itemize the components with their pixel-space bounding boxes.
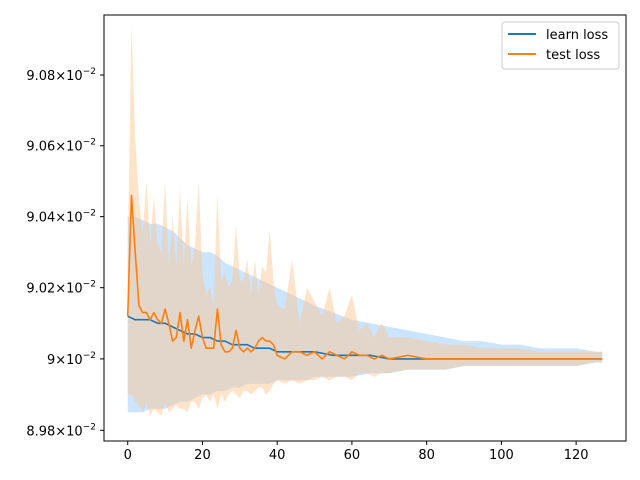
x-tick-label: 0 [124,448,132,463]
y-tick-label: 9.04×10−2 [26,209,96,226]
y-tick-label: 9.06×10−2 [26,138,96,155]
y-axis: 8.98×10−2 9×10−2 9.02×10−2 9.04×10−2 9.06×10… [26,67,104,439]
x-tick-label: 100 [489,448,514,463]
y-tick-label: 9×10−2 [47,351,96,368]
series-lines [126,194,603,360]
y-tick-label: 9.08×10−2 [26,67,96,84]
x-tick-label: 40 [269,448,286,463]
y-tick-label: 9.02×10−2 [26,280,96,297]
line-series-1 [126,194,603,360]
confidence-bands [127,25,603,416]
legend-label-0: learn loss [546,28,608,43]
x-tick-label: 80 [418,448,435,463]
band-series-0 [127,216,603,413]
y-tick-label: 8.98×10−2 [26,422,96,439]
band-series-1 [127,25,603,416]
legend: learn loss test loss [501,21,620,70]
plot-frame [103,14,627,442]
x-axis: 0 20 40 60 80 100 120 [124,441,589,463]
x-tick-label: 20 [194,448,211,463]
legend-label-1: test loss [546,48,600,63]
x-tick-label: 120 [564,448,589,463]
x-tick-label: 60 [344,448,361,463]
